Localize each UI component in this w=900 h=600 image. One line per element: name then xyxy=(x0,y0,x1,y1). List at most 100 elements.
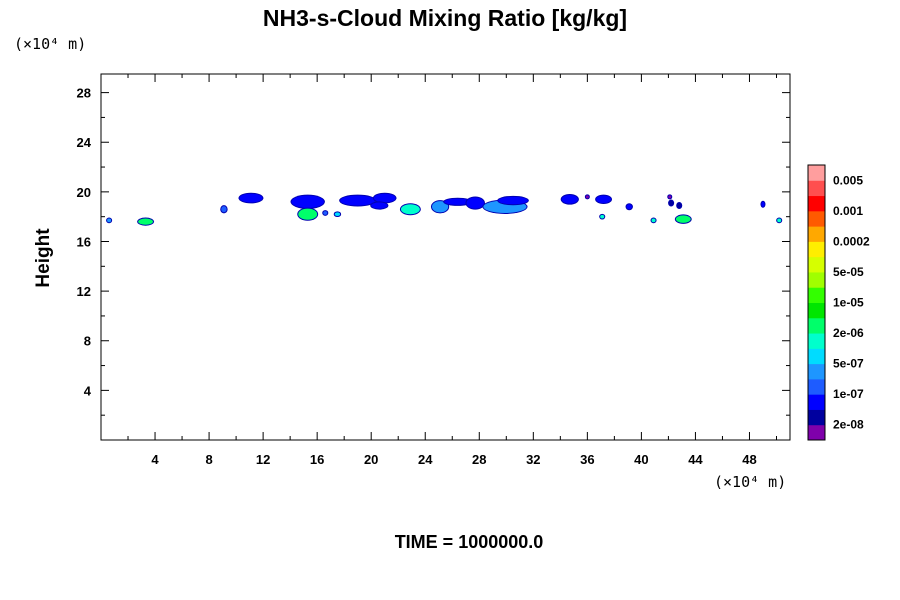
cloud-patch xyxy=(465,196,486,210)
y-tick-label: 24 xyxy=(77,135,92,150)
colorbar-frame xyxy=(807,164,826,441)
cloud-patch xyxy=(676,202,683,209)
cloud-patch xyxy=(650,217,657,224)
colorbar-swatch xyxy=(808,317,825,334)
cloud-patch-core xyxy=(400,204,420,215)
colorbar-swatch xyxy=(808,256,825,273)
x-tick-label: 36 xyxy=(580,452,594,467)
x-tick-label: 44 xyxy=(688,452,703,467)
cloud-patch-core xyxy=(221,206,227,213)
cloud-patch xyxy=(370,201,389,210)
colorbar: 2e-08 1e-07 5e-07 2e-06 1e-05 5e-05 0.0002 0.00… xyxy=(807,164,870,441)
cloud-patch xyxy=(106,217,113,224)
colorbar-label: 1e-07 xyxy=(833,387,864,401)
y-unit-label: (×10⁴ m) xyxy=(14,35,86,53)
cloud-patch-core xyxy=(466,197,485,209)
cloud-patch xyxy=(674,214,692,224)
colorbar-swatch xyxy=(808,409,825,426)
colorbar-swatch xyxy=(808,241,825,258)
cloud-patch-core xyxy=(138,218,154,225)
cloud-patch xyxy=(137,217,155,226)
colorbar-swatch xyxy=(808,302,825,319)
colorbar-label: 2e-06 xyxy=(833,326,864,340)
cloud-patch xyxy=(497,195,529,206)
x-tick-label: 40 xyxy=(634,452,648,467)
cloud-patch-core xyxy=(777,218,782,223)
colorbar-label: 0.001 xyxy=(833,204,863,218)
x-unit-label: (×10⁴ m) xyxy=(714,473,786,491)
cloud-patch-core xyxy=(677,203,682,208)
colorbar-label: 2e-08 xyxy=(833,418,864,432)
colorbar-swatch xyxy=(808,271,825,288)
cloud-patch xyxy=(776,217,783,224)
cloud-patch xyxy=(584,194,590,200)
cloud-patch xyxy=(290,194,325,209)
plot-frame xyxy=(100,73,791,441)
cloud-patch-core xyxy=(761,201,765,207)
y-tick-label: 28 xyxy=(77,86,91,101)
cloud-patch xyxy=(372,192,397,204)
cloud-patch-core xyxy=(373,193,396,203)
cloud-patch xyxy=(399,203,421,216)
cloud-patch xyxy=(322,210,329,216)
cloud-patch-core xyxy=(323,211,328,215)
cloud-patch-core xyxy=(668,195,672,199)
cloud-patch xyxy=(760,200,766,208)
x-tick-label: 4 xyxy=(151,452,159,467)
cloud-patch xyxy=(668,199,675,207)
cloud-patch xyxy=(333,211,342,218)
y-axis-label: Height xyxy=(33,228,54,288)
cloud-patch-core xyxy=(498,196,528,205)
x-tick-label: 20 xyxy=(364,452,378,467)
cloud-patch-core xyxy=(596,195,611,204)
chart-title: NH3-s-Cloud Mixing Ratio [kg/kg] xyxy=(263,5,627,31)
x-tick-label: 48 xyxy=(742,452,756,467)
cloud-patch xyxy=(443,197,473,206)
x-tick-label: 12 xyxy=(256,452,270,467)
cloud-patch xyxy=(560,193,579,205)
cloud-patch-core xyxy=(431,201,449,213)
y-tick-label: 4 xyxy=(84,383,92,398)
y-tick-label: 8 xyxy=(84,334,91,349)
cloud-patch-core xyxy=(239,193,263,203)
cloud-patch-core xyxy=(340,195,376,206)
y-tick-label: 20 xyxy=(77,185,91,200)
cloud-patch-core xyxy=(651,218,656,223)
y-tick-label: 16 xyxy=(77,234,91,249)
x-tick-label: 8 xyxy=(205,452,212,467)
cloud-patch-core xyxy=(669,200,674,206)
cloud-field xyxy=(106,192,783,226)
colorbar-label: 1e-05 xyxy=(833,296,864,310)
cloud-patch xyxy=(625,203,633,211)
x-tick-label: 32 xyxy=(526,452,540,467)
x-tick-label: 16 xyxy=(310,452,324,467)
cloud-patch-core xyxy=(334,212,341,217)
cloud-patch-core xyxy=(585,195,589,199)
colorbar-label: 5e-07 xyxy=(833,357,864,371)
time-label: TIME = 1000000.0 xyxy=(395,532,544,552)
cloud-patch-core xyxy=(600,214,605,219)
colorbar-swatch xyxy=(808,333,825,349)
cloud-patch xyxy=(595,194,612,205)
colorbar-swatch xyxy=(808,363,825,380)
cloud-patch xyxy=(220,205,228,214)
colorbar-label: 0.0002 xyxy=(833,234,870,248)
cloud-patch xyxy=(339,194,377,207)
cloud-patch-core xyxy=(675,215,691,223)
cloud-patch xyxy=(599,213,606,220)
cloud-patch-core xyxy=(444,198,472,205)
colorbar-swatch xyxy=(808,394,825,410)
cloud-patch-core xyxy=(107,218,112,223)
cloud-patch xyxy=(667,194,673,200)
x-tick-label: 24 xyxy=(418,452,433,467)
cloud-patch-core xyxy=(626,204,632,210)
colorbar-swatch xyxy=(808,180,825,197)
colorbar-swatch xyxy=(808,287,825,303)
y-tick-label: 12 xyxy=(77,284,91,299)
colorbar-label: 5e-05 xyxy=(833,265,864,279)
colorbar-label: 0.005 xyxy=(833,173,863,187)
cloud-patch-core xyxy=(561,194,578,204)
cloud-patch-core xyxy=(291,195,324,208)
